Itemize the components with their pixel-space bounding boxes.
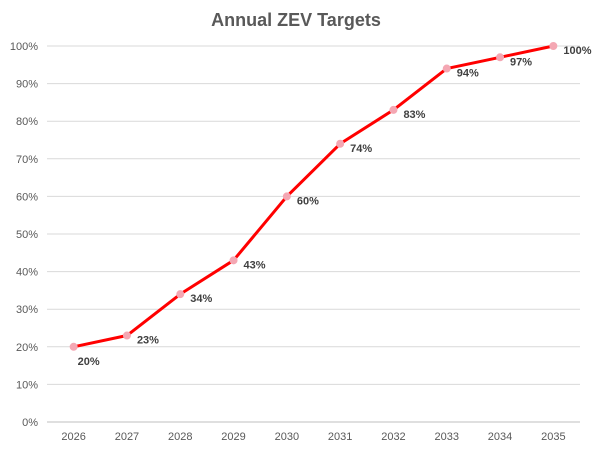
y-tick-label: 0%: [22, 417, 38, 429]
data-point-marker: [282, 192, 291, 201]
y-tick-label: 90%: [16, 79, 38, 91]
y-tick-label: 40%: [16, 267, 38, 279]
y-axis-ticks: 0% 10% 20% 30% 40% 50% 60% 70% 80% 90% 100%: [10, 41, 38, 429]
y-tick-label: 50%: [16, 229, 38, 241]
data-label: 100%: [563, 45, 591, 57]
data-label: 43%: [244, 259, 266, 271]
y-tick-label: 10%: [16, 379, 38, 391]
x-tick-label: 2026: [61, 431, 85, 443]
series-line-layer: [72, 44, 555, 349]
data-label: 94%: [457, 68, 479, 80]
data-point-marker: [176, 290, 185, 299]
x-tick-label: 2032: [381, 431, 405, 443]
data-labels: 20% 23% 34% 43% 60% 74% 83% 94% 97% 100%: [78, 45, 592, 368]
series-line: [72, 44, 555, 349]
data-label: 97%: [510, 56, 532, 68]
gridlines: [47, 45, 580, 423]
x-tick-label: 2033: [435, 431, 459, 443]
chart-title: Annual ZEV Targets: [211, 10, 381, 30]
y-tick-label: 60%: [16, 191, 38, 203]
x-tick-label: 2035: [541, 431, 565, 443]
data-point-marker: [336, 139, 345, 148]
data-label: 74%: [350, 143, 372, 155]
data-point-marker: [389, 105, 398, 114]
y-tick-label: 20%: [16, 342, 38, 354]
x-tick-label: 2030: [275, 431, 299, 443]
x-tick-label: 2029: [221, 431, 245, 443]
y-tick-label: 100%: [10, 41, 38, 53]
data-label: 23%: [137, 335, 159, 347]
data-point-marker: [496, 53, 505, 62]
x-tick-label: 2034: [488, 431, 512, 443]
series-markers: [69, 42, 558, 351]
data-label: 83%: [403, 109, 425, 121]
data-point-marker: [229, 256, 238, 265]
y-tick-label: 80%: [16, 116, 38, 128]
x-tick-label: 2027: [115, 431, 139, 443]
data-label: 20%: [78, 356, 100, 368]
y-tick-label: 70%: [16, 154, 38, 166]
data-point-marker: [549, 42, 558, 50]
x-tick-label: 2031: [328, 431, 352, 443]
y-tick-label: 30%: [16, 304, 38, 316]
data-point-marker: [122, 331, 131, 340]
data-label: 34%: [190, 293, 212, 305]
data-point-marker: [442, 64, 451, 73]
data-label: 60%: [297, 195, 319, 207]
x-tick-label: 2028: [168, 431, 192, 443]
data-point-marker: [69, 342, 78, 351]
x-axis-ticks: 2026 2027 2028 2029 2030 2031 2032 2033 2034 2035: [61, 431, 565, 443]
